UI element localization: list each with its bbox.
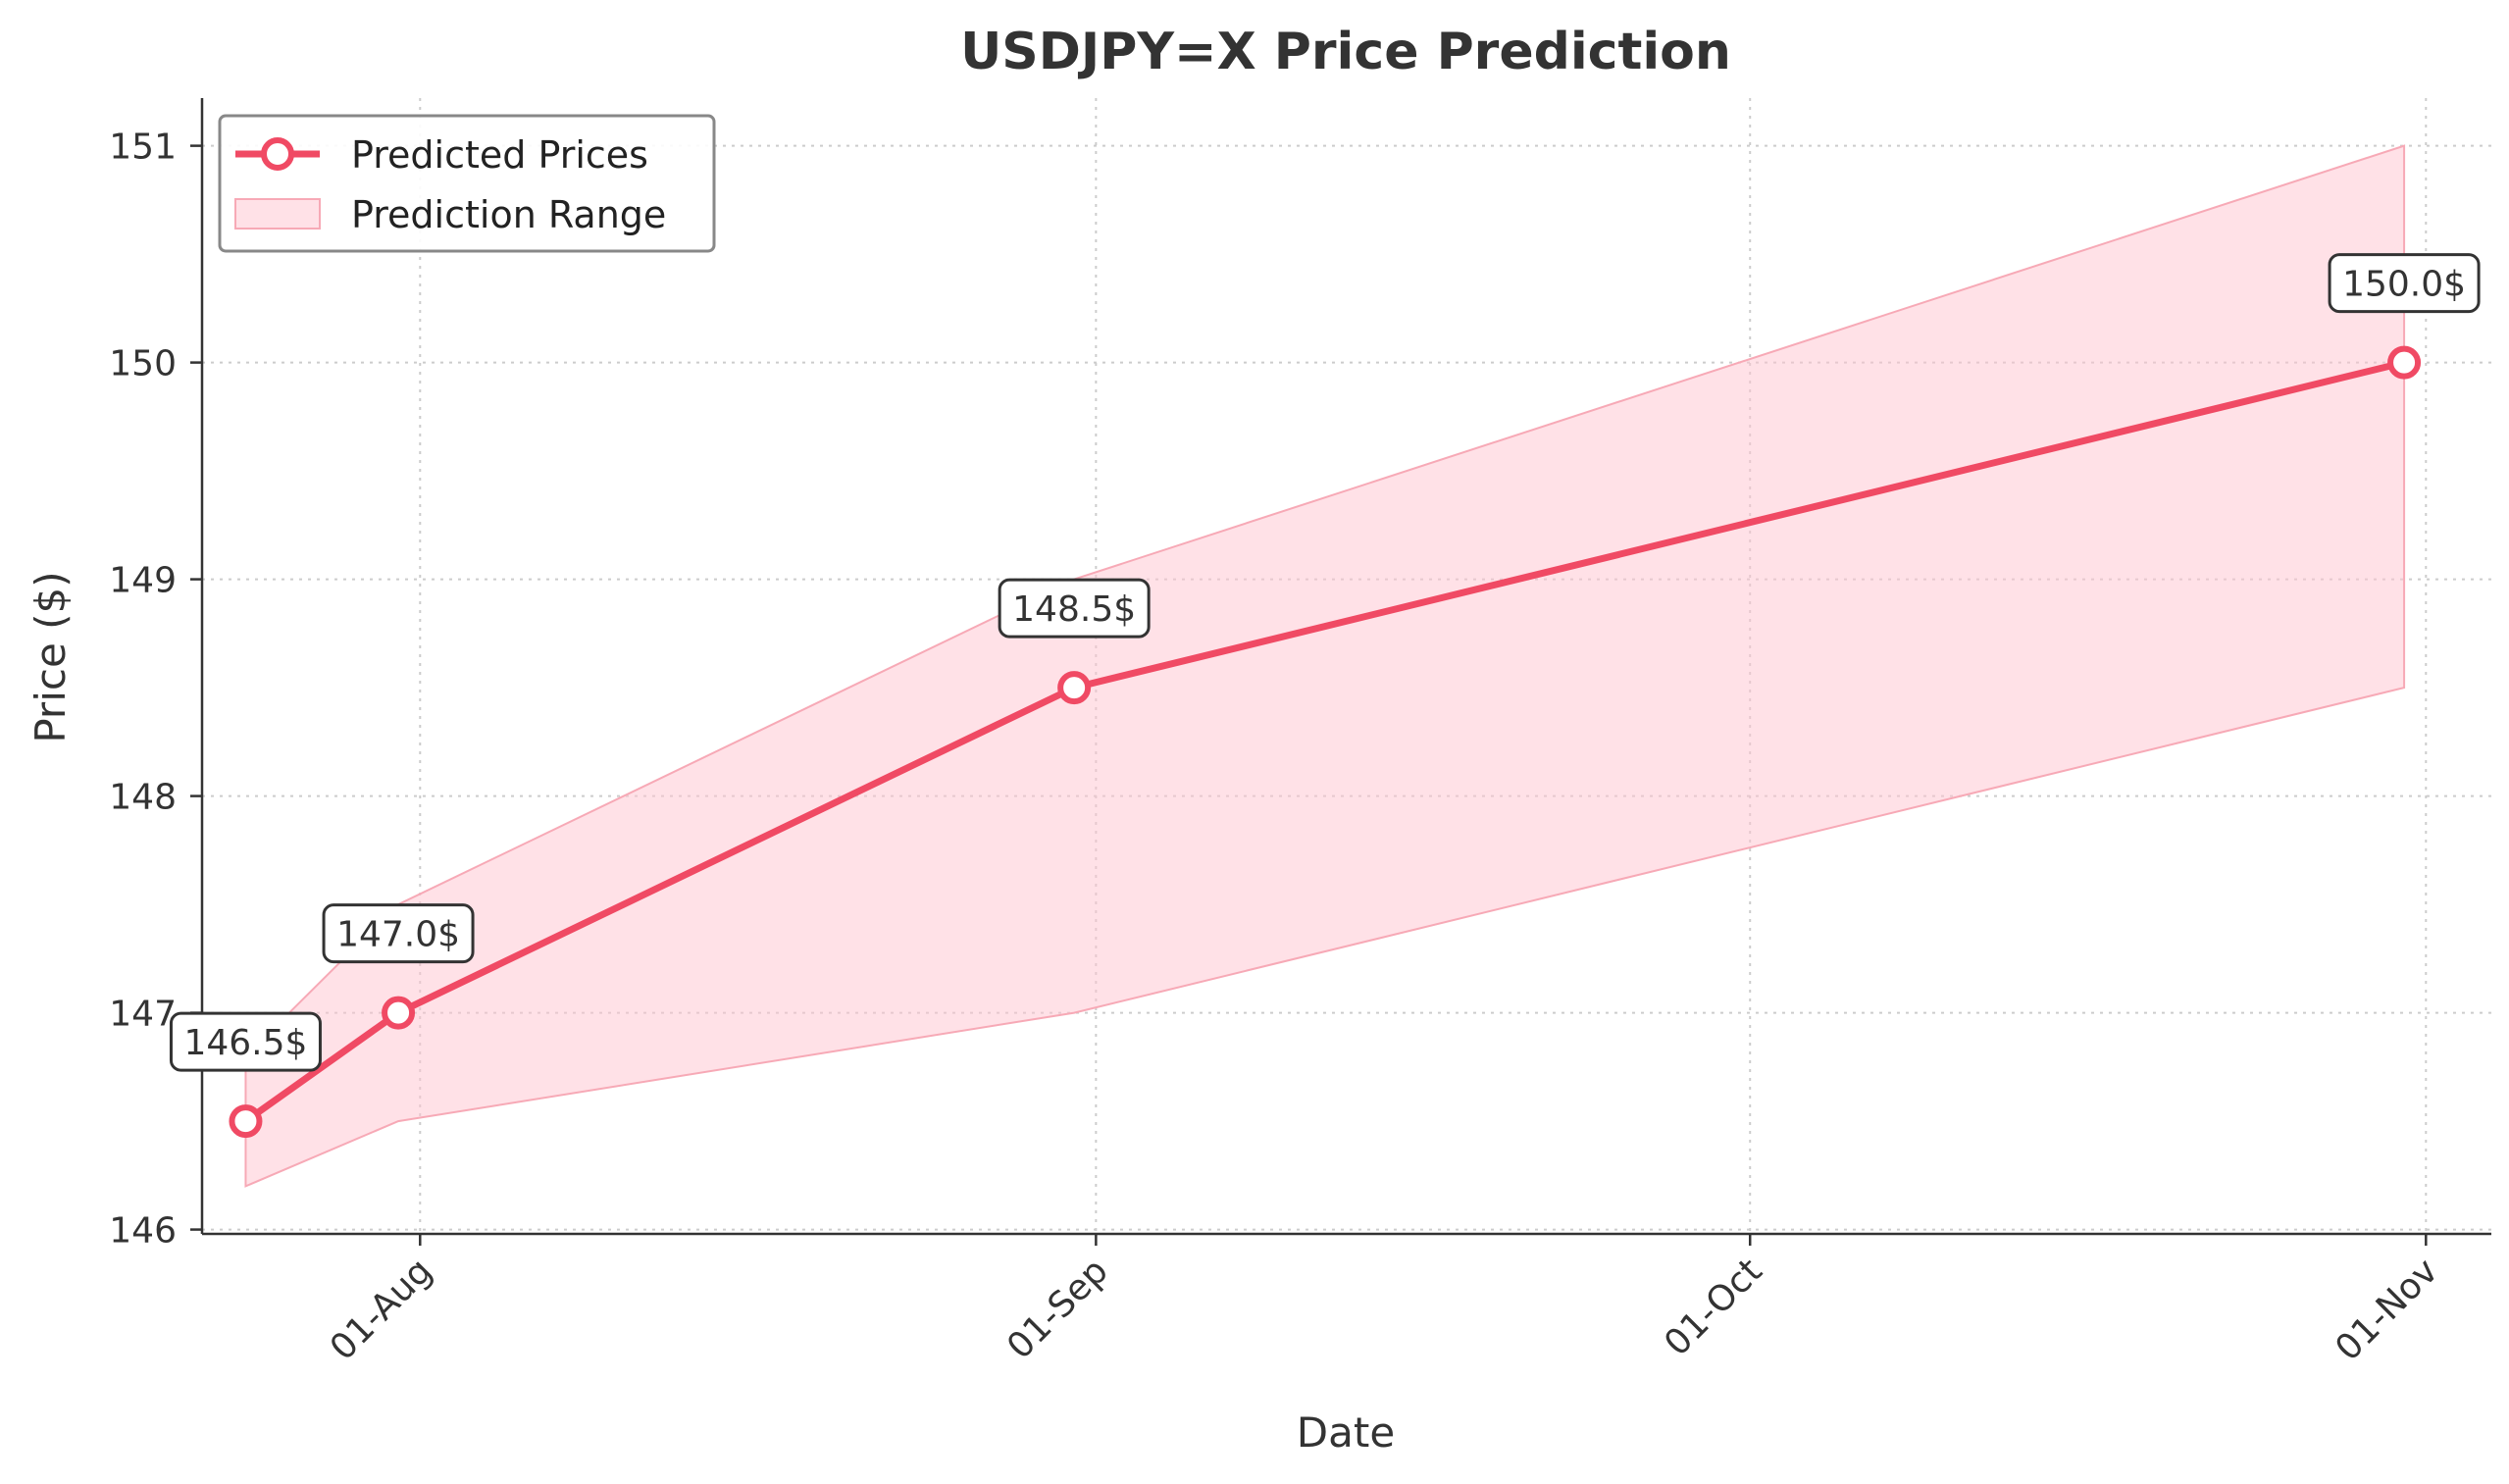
y-tick-label: 147	[109, 995, 177, 1035]
data-label-box	[169, 1011, 322, 1072]
data-label: 150.0$	[2342, 265, 2466, 305]
data-label-box	[2328, 253, 2481, 314]
data-point	[1057, 671, 1092, 705]
legend-circle-marker	[261, 137, 294, 171]
chart-title: USDJPY=X Price Prediction	[960, 23, 1731, 81]
data-point	[382, 996, 416, 1030]
x-tick-label: 01-Aug	[323, 1251, 440, 1368]
legend-range-swatch	[234, 198, 321, 230]
y-tick-label: 146	[109, 1211, 177, 1252]
prediction-range-band	[244, 144, 2406, 1188]
predicted-prices-layer	[229, 345, 2422, 1139]
legend-box	[218, 114, 716, 253]
data-label: 147.0$	[336, 915, 460, 955]
x-tick-label: 01-Nov	[2328, 1251, 2445, 1368]
y-tick-label: 149	[109, 561, 177, 601]
y-axis-label: Price ($)	[26, 571, 75, 742]
data-label: 146.5$	[183, 1023, 307, 1063]
data-label-box	[322, 903, 475, 964]
legend-label-prediction-range: Prediction Range	[351, 193, 666, 236]
y-tick-label: 151	[109, 128, 177, 168]
legend-label-predicted-prices: Predicted Prices	[351, 133, 648, 177]
x-tick-label: 01-Oct	[1657, 1251, 1769, 1363]
y-tick-label: 148	[109, 778, 177, 818]
annotations: 146.5$ 147.0$ 148.5$ 150.0$	[169, 253, 2481, 1072]
data-label-box	[998, 578, 1151, 639]
prediction-range-layer	[244, 144, 2406, 1188]
data-point	[2387, 345, 2422, 380]
x-axis-label: Date	[1297, 1408, 1395, 1457]
data-label: 148.5$	[1012, 589, 1136, 630]
legend: Predicted Prices Prediction Range	[218, 114, 716, 253]
y-tick-label: 150	[109, 344, 177, 384]
x-tick-label: 01-Sep	[999, 1251, 1116, 1367]
predicted-prices-line	[243, 359, 2405, 1124]
data-point	[229, 1104, 263, 1139]
